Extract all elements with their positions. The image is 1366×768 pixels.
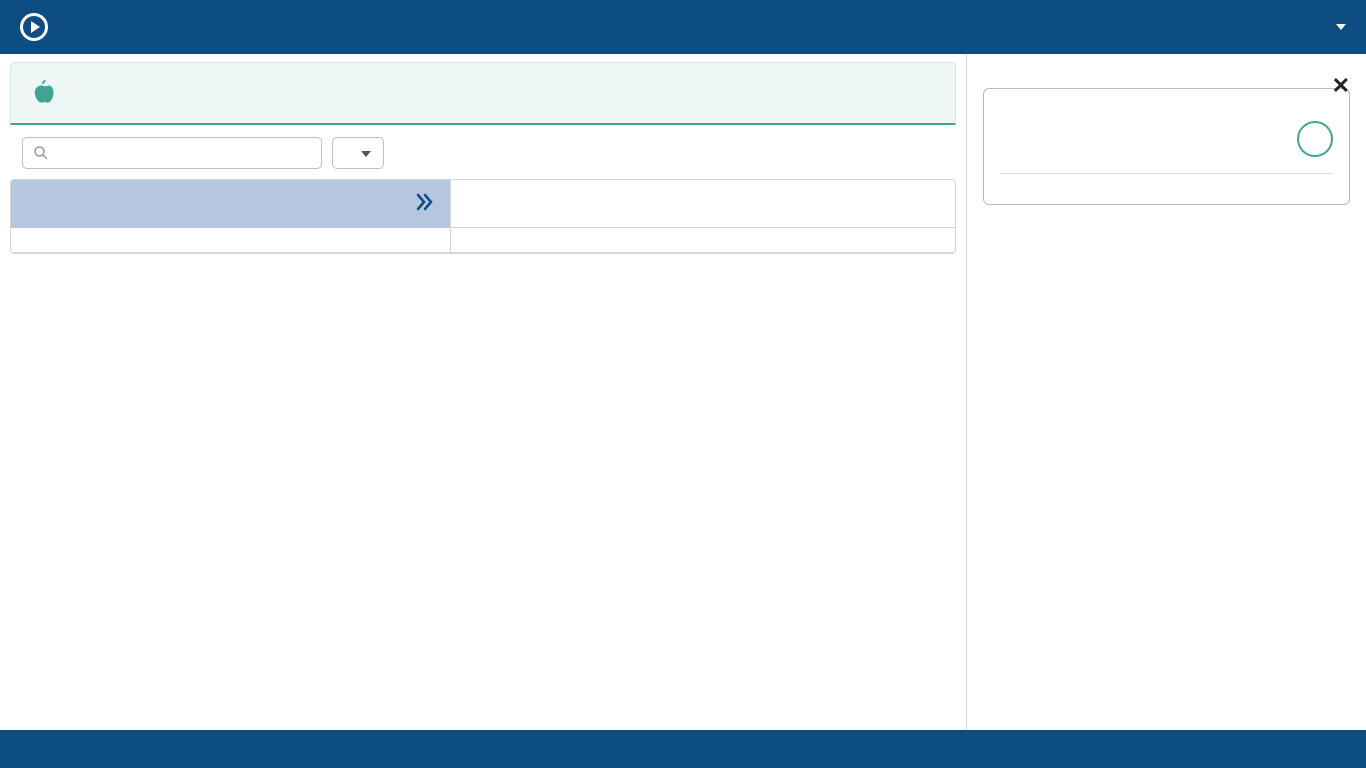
- table-section-row: [11, 180, 955, 228]
- expand-columns-button[interactable]: [412, 190, 436, 218]
- course-select[interactable]: [332, 137, 384, 169]
- search-icon: [32, 144, 50, 166]
- footer: [0, 730, 1366, 768]
- play-circle-icon: [20, 13, 48, 41]
- celebration-icon: [1297, 121, 1333, 157]
- apple-icon: [29, 77, 57, 109]
- expander-cell: [11, 180, 451, 228]
- logo[interactable]: [20, 13, 56, 41]
- course-status-row: [1000, 121, 1333, 174]
- search-input[interactable]: [22, 137, 322, 169]
- caret-down-icon: [361, 151, 371, 157]
- grade-row: [1000, 186, 1333, 188]
- col-student-name[interactable]: [11, 228, 246, 252]
- course-card: [983, 88, 1350, 205]
- content: ✕: [0, 54, 1366, 730]
- gradebook-table: [10, 179, 956, 254]
- main-panel: [0, 54, 966, 730]
- col-course-status[interactable]: [246, 228, 451, 252]
- student-detail-panel: ✕: [966, 54, 1366, 730]
- caret-down-icon: [1336, 24, 1346, 30]
- page-header: [10, 62, 956, 125]
- column-headers: [11, 228, 955, 253]
- section-header: [451, 180, 955, 228]
- filter-row: [22, 137, 944, 169]
- navbar: [0, 0, 1366, 54]
- nav-items: [96, 0, 1330, 54]
- close-panel-button[interactable]: ✕: [1332, 74, 1350, 99]
- search-box: [22, 137, 322, 169]
- user-menu[interactable]: [1330, 24, 1346, 30]
